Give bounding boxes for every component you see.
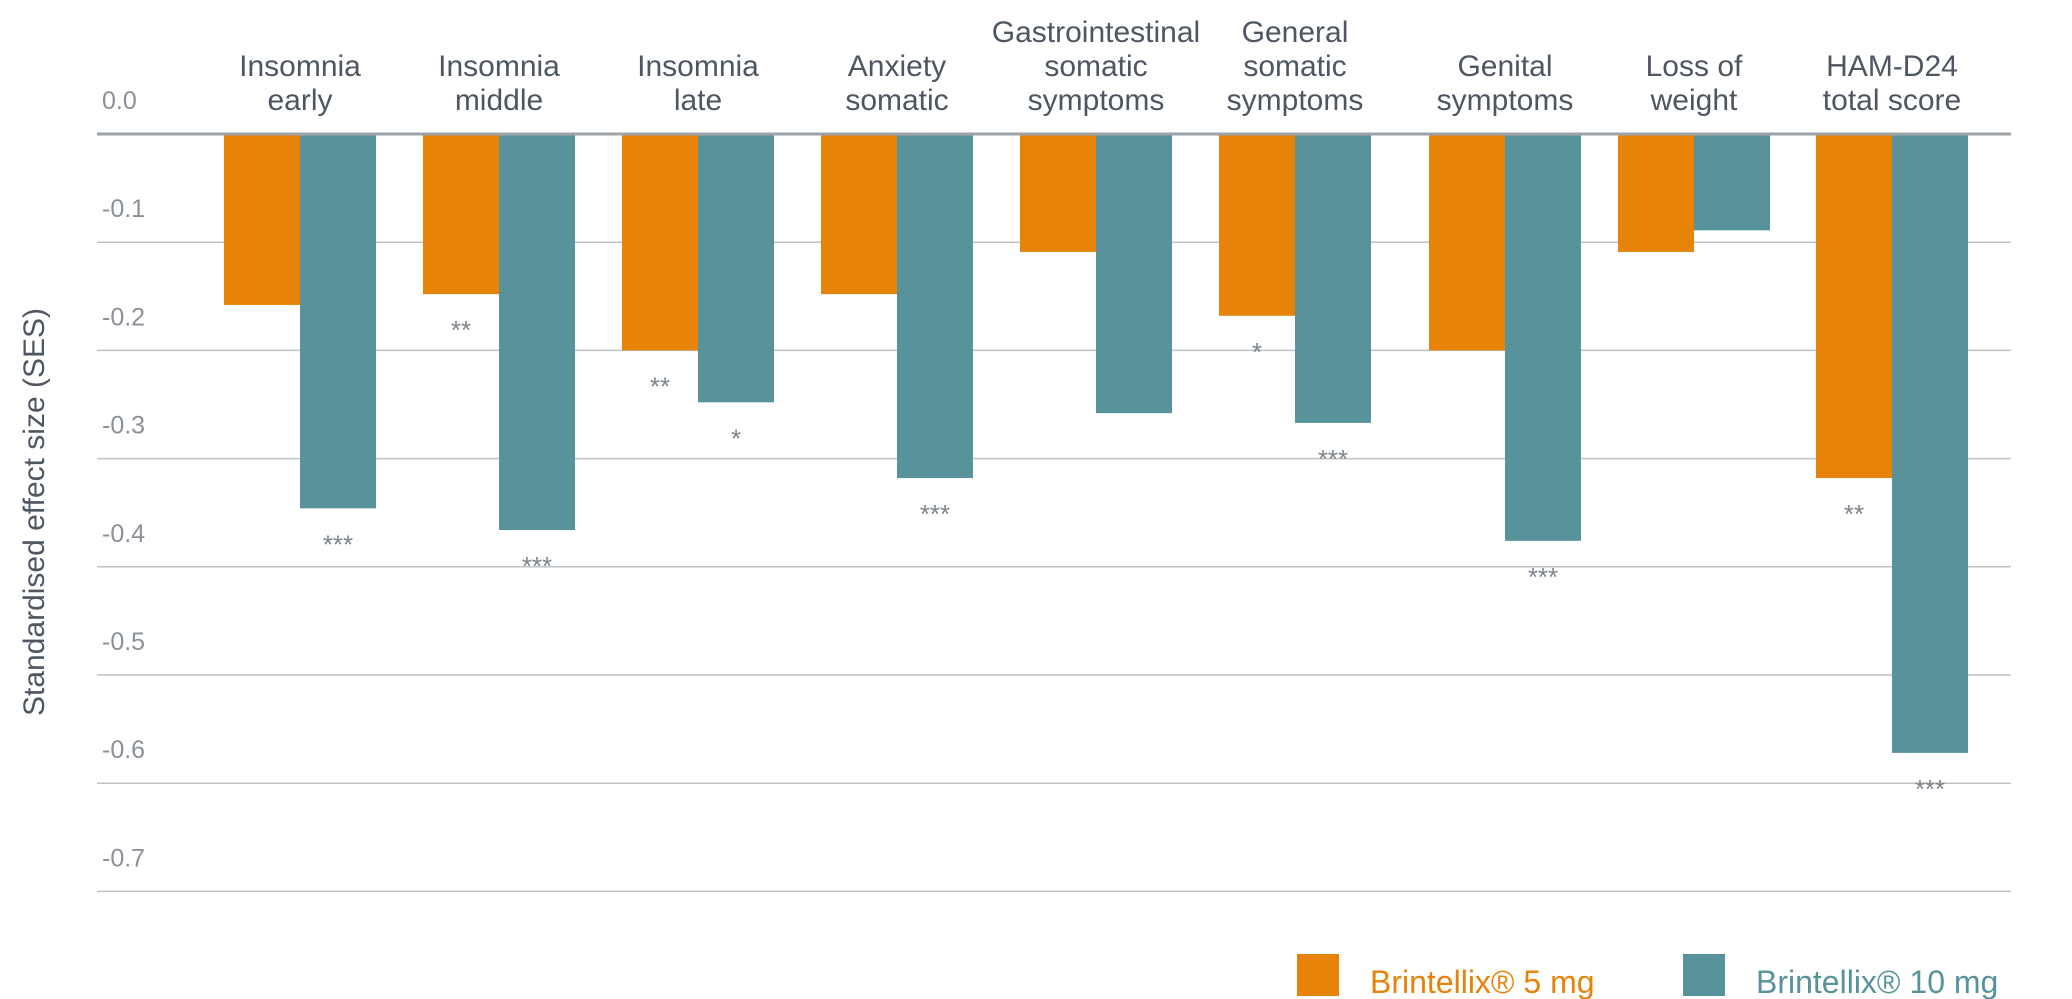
bar-5mg <box>821 134 897 295</box>
significance-marker: *** <box>920 499 950 529</box>
category-label: General <box>1242 16 1349 49</box>
category-label: Insomnia <box>239 50 361 83</box>
category-label: HAM-D24 <box>1826 50 1958 83</box>
y-axis-title: Standardised effect size (SES) <box>18 308 51 716</box>
bar-10mg <box>499 134 575 531</box>
category-label: symptoms <box>1227 84 1364 117</box>
category-label: early <box>267 84 332 117</box>
y-tick-label: 0.0 <box>102 87 137 115</box>
category-labels: InsomniaearlyInsomniamiddleInsomnialateA… <box>239 16 1961 117</box>
bar-10mg <box>1694 134 1770 231</box>
bar-10mg <box>1505 134 1581 541</box>
legend-label: Brintellix® 5 mg <box>1370 964 1595 999</box>
y-tick-label: -0.6 <box>102 736 145 764</box>
significance-marker: *** <box>1528 562 1558 592</box>
bar-5mg <box>1816 134 1892 479</box>
significance-marker: * <box>1252 337 1262 367</box>
category-label: weight <box>1650 84 1738 117</box>
legend-swatch <box>1297 954 1339 996</box>
y-axis-ticks: 0.0 -0.1 -0.2 -0.3 -0.4 -0.5 -0.6 -0.7 <box>102 87 145 872</box>
y-tick-label: -0.4 <box>102 520 145 548</box>
category-label: Insomnia <box>637 50 759 83</box>
y-tick-label: -0.1 <box>102 195 145 223</box>
significance-marker: *** <box>1318 444 1348 474</box>
bar-5mg <box>224 134 300 305</box>
category-label: total score <box>1823 84 1961 117</box>
category-label: late <box>674 84 722 117</box>
bar-5mg <box>1219 134 1295 316</box>
significance-marker: ** <box>1844 499 1864 529</box>
significance-marker: *** <box>323 529 353 559</box>
significance-marker: *** <box>522 551 552 581</box>
significance-marker: *** <box>1915 774 1945 804</box>
significance-marker: * <box>731 423 741 453</box>
bar-10mg <box>1892 134 1968 753</box>
category-label: somatic <box>1243 50 1346 83</box>
bar-5mg <box>1618 134 1694 252</box>
y-tick-label: -0.5 <box>102 628 145 656</box>
bar-5mg <box>423 134 499 295</box>
grid-lines <box>97 241 2011 893</box>
legend-label: Brintellix® 10 mg <box>1756 964 1998 999</box>
category-label: somatic <box>845 84 948 117</box>
bar-10mg <box>300 134 376 509</box>
y-tick-label: -0.2 <box>102 303 145 331</box>
category-label: somatic <box>1044 50 1147 83</box>
category-label: Genital <box>1457 50 1552 83</box>
bar-10mg <box>1096 134 1172 414</box>
bar-5mg <box>622 134 698 351</box>
significance-marker: ** <box>650 371 670 401</box>
bar-5mg <box>1020 134 1096 252</box>
category-label: symptoms <box>1028 84 1165 117</box>
legend: Brintellix® 5 mg Brintellix® 10 mg <box>1297 954 1998 999</box>
bar-10mg <box>1295 134 1371 423</box>
y-tick-label: -0.7 <box>102 844 145 872</box>
category-label: Gastrointestinal <box>992 16 1200 49</box>
category-label: Insomnia <box>438 50 560 83</box>
category-label: Anxiety <box>848 50 946 83</box>
bars <box>224 134 1968 753</box>
bar-5mg <box>1429 134 1505 351</box>
bar-10mg <box>698 134 774 403</box>
category-label: middle <box>455 84 543 117</box>
legend-swatch <box>1683 954 1725 996</box>
category-label: symptoms <box>1437 84 1574 117</box>
significance-markers: ************************** <box>323 315 1945 804</box>
y-tick-label: -0.3 <box>102 412 145 440</box>
bar-10mg <box>897 134 973 479</box>
significance-marker: ** <box>451 315 471 345</box>
category-label: Loss of <box>1646 50 1743 83</box>
